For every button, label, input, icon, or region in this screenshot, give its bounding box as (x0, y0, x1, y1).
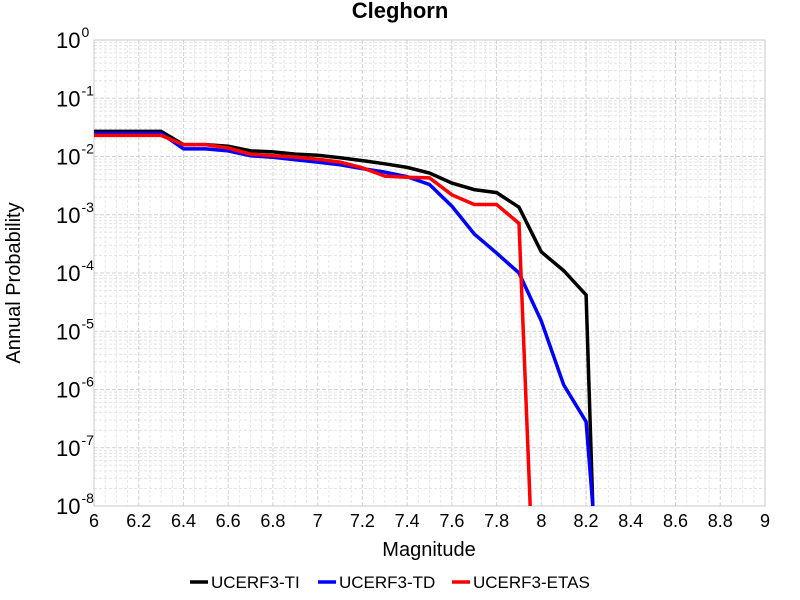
legend-label-ucerf3-etas: UCERF3-ETAS (473, 573, 590, 592)
x-tick-label: 8.6 (663, 511, 688, 531)
x-tick-label: 9 (760, 511, 770, 531)
chart-title: Cleghorn (352, 0, 449, 23)
x-tick-label: 6.6 (216, 511, 241, 531)
y-tick-label: 10-1 (56, 82, 94, 111)
x-tick-label: 7 (313, 511, 323, 531)
plot-frame (93, 39, 766, 507)
y-axis-ticks: 100 10-1 10-2 10-3 10-4 10-5 10-6 10-7 10-8 (56, 24, 94, 519)
x-tick-label: 7.6 (439, 511, 464, 531)
x-axis-label: Magnitude (382, 539, 475, 561)
y-tick-label: 10-6 (56, 374, 94, 403)
x-tick-label: 6.2 (126, 511, 151, 531)
legend-label-ucerf3-td: UCERF3-TD (339, 573, 435, 592)
series-line-ucerf3-ti (94, 129, 595, 507)
x-tick-label: 7.8 (484, 511, 509, 531)
y-tick-label: 10-3 (56, 199, 94, 228)
y-tick-label: 100 (56, 24, 89, 53)
x-tick-label: 8.8 (708, 511, 733, 531)
series-line-ucerf3-etas (94, 133, 532, 507)
x-tick-label: 8.4 (618, 511, 643, 531)
legend-label-ucerf3-ti: UCERF3-TI (211, 573, 300, 592)
series-layer (94, 129, 595, 507)
grid (93, 39, 766, 507)
x-tick-label: 7.2 (350, 511, 375, 531)
legend: UCERF3-TI UCERF3-TD UCERF3-ETAS (190, 573, 590, 592)
x-tick-label: 6.4 (171, 511, 196, 531)
x-tick-label: 7.4 (395, 511, 420, 531)
y-tick-label: 10-7 (56, 432, 94, 461)
x-tick-label: 8.2 (574, 511, 599, 531)
x-tick-label: 6 (89, 511, 99, 531)
y-tick-label: 10-2 (56, 141, 94, 170)
y-tick-label: 10-8 (56, 490, 94, 519)
y-tick-label: 10-5 (56, 315, 94, 344)
y-axis-label: Annual Probability (3, 202, 25, 363)
x-tick-label: 6.8 (260, 511, 285, 531)
series-line-ucerf3-td (94, 131, 595, 507)
y-tick-label: 10-4 (56, 257, 94, 286)
x-tick-label: 8 (536, 511, 546, 531)
x-axis-ticks: 6 6.2 6.4 6.6 6.8 7 7.2 7.4 7.6 7.8 8 8.2 8.4 8.6 8.8 9 (89, 511, 770, 531)
